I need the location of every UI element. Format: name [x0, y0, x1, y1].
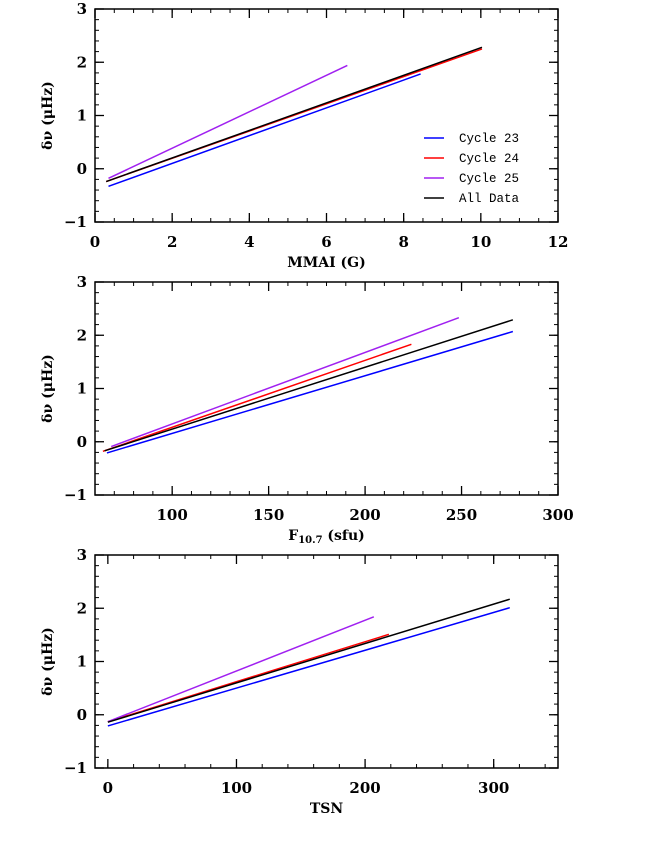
x-tick-label: 300: [478, 779, 509, 797]
panel-2: 100 150 200 250 300 −1 0 1 2 3 F10.7 (sfu) δν (μHz): [40, 273, 574, 546]
legend-label: Cycle 25: [459, 172, 519, 186]
x-tick-label: 4: [244, 233, 254, 251]
series-line-all-data: [105, 46, 483, 183]
y-tick-label: 1: [77, 653, 87, 671]
x-axis-label-unit: (sfu): [323, 528, 365, 544]
x-axis-label: MMAI (G): [287, 255, 365, 271]
series-line-1: [107, 606, 510, 727]
y-axis-label: δν (μHz): [40, 627, 56, 696]
x-tick-label: 200: [349, 779, 380, 797]
x-tick-label: 12: [548, 233, 569, 251]
y-tick-label: −1: [64, 486, 87, 504]
y-tick-label: 2: [77, 326, 87, 344]
y-tick-label: 3: [77, 273, 87, 291]
legend: Cycle 23 Cycle 24 Cycle 25 All Data: [424, 132, 520, 206]
series-line-3: [107, 616, 375, 723]
y-tick-label: 1: [77, 380, 87, 398]
y-tick-label: 0: [77, 433, 87, 451]
x-tick-label: 0: [90, 233, 100, 251]
x-tick-label: 10: [470, 233, 491, 251]
plot-frame: [94, 281, 559, 496]
series-line-2: [102, 343, 412, 453]
y-tick-label: −1: [64, 213, 87, 231]
y-tick-label: 3: [77, 0, 87, 18]
x-tick-label: 0: [103, 779, 113, 797]
series-line-3: [110, 316, 460, 448]
y-axis-label: δν (μHz): [40, 354, 56, 423]
x-tick-label: 300: [542, 506, 573, 524]
y-tick-label: 0: [77, 160, 87, 178]
series-line-cycle-23: [108, 73, 421, 188]
legend-label: Cycle 23: [459, 132, 519, 146]
x-axis-label-subscript: 10.7: [298, 535, 322, 546]
x-tick-label: 6: [321, 233, 331, 251]
y-tick-label: 0: [77, 706, 87, 724]
y-axis-label: δν (μHz): [40, 81, 56, 150]
x-tick-label: 8: [398, 233, 408, 251]
x-tick-label: 100: [221, 779, 252, 797]
x-tick-label: 250: [446, 506, 477, 524]
x-axis-label: F10.7 (sfu): [288, 528, 365, 546]
series-line-1: [106, 330, 514, 454]
y-tick-label: 3: [77, 546, 87, 564]
legend-label: All Data: [459, 192, 520, 206]
plot-frame: [94, 8, 559, 223]
panel-3: 0 100 200 300 −1 0 1 2 3 TSN δν (μHz): [40, 546, 559, 817]
y-tick-label: −1: [64, 759, 87, 777]
series-line-4: [107, 598, 510, 723]
x-tick-label: 100: [157, 506, 188, 524]
y-tick-label: 1: [77, 107, 87, 125]
y-tick-label: 2: [77, 599, 87, 617]
x-axis-label: TSN: [310, 801, 344, 817]
series-line-cycle-25: [108, 64, 348, 180]
legend-label: Cycle 24: [459, 152, 519, 166]
x-tick-label: 200: [349, 506, 380, 524]
x-tick-label: 150: [253, 506, 284, 524]
series-line-4: [104, 319, 514, 452]
x-tick-label: 2: [167, 233, 177, 251]
y-tick-label: 2: [77, 53, 87, 71]
